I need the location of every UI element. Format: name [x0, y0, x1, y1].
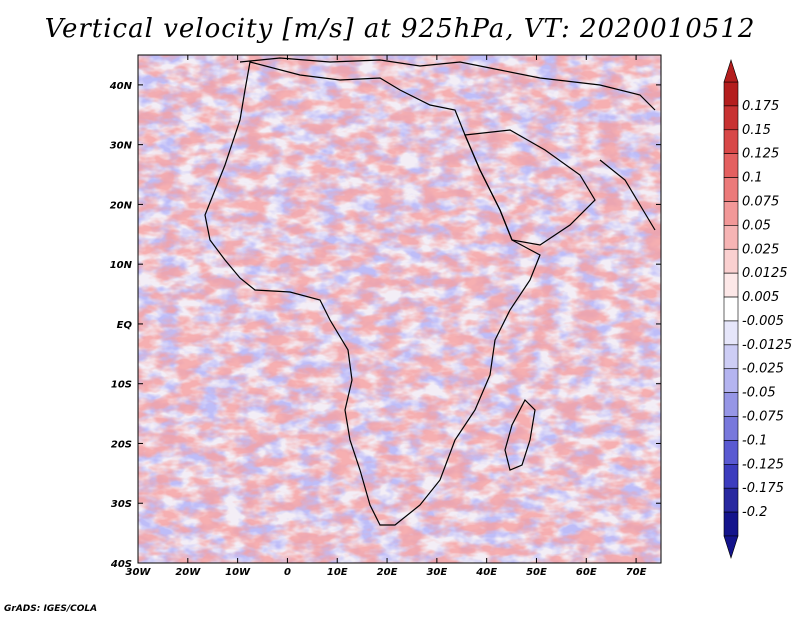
colorbar-swatch	[723, 440, 739, 465]
lat-tick-label: 20S	[111, 439, 132, 450]
colorbar-label: -0.05	[742, 386, 776, 401]
colorbar-swatch	[723, 153, 739, 178]
lat-tick-label: 40N	[109, 81, 133, 92]
colorbar-label: -0.0125	[742, 338, 792, 353]
lon-axis: 30W 20W 10W 0 10E 20E 30E 40E 50E 60E 70E	[126, 55, 647, 578]
colorbar-label: 0.1	[742, 171, 763, 186]
colorbar-label: -0.025	[742, 362, 784, 377]
colorbar-label: -0.125	[742, 457, 784, 472]
colorbar: 0.175 0.15 0.125 0.1 0.075 0.05 0.025 0.0125 0.0…	[723, 59, 792, 559]
chart-title: Vertical velocity [m/s] at 925hPa, VT: 2…	[44, 14, 756, 44]
colorbar-label: 0.175	[742, 99, 779, 114]
lat-tick-label: 10S	[111, 380, 132, 391]
colorbar-label: -0.2	[742, 505, 767, 520]
lat-tick-label: 20N	[110, 200, 133, 211]
lat-axis: 40N 30N 20N 10N EQ 10S 20S 30S 40S	[109, 81, 661, 570]
grads-credit: GrADS: IGES/COLA	[4, 604, 98, 614]
lon-tick-label: 10E	[327, 567, 348, 578]
africa-coastline	[204, 61, 541, 526]
colorbar-label: -0.1	[742, 433, 767, 448]
colorbar-label: -0.175	[742, 481, 784, 496]
lon-tick-label: 40E	[475, 567, 497, 578]
colorbar-label: 0.025	[742, 242, 779, 257]
colorbar-label: -0.075	[742, 410, 784, 425]
colorbar-label: 0.125	[742, 147, 779, 162]
colorbar-bottom-arrow	[723, 535, 739, 559]
map-frame	[137, 54, 662, 564]
arabia-coastline	[464, 129, 596, 246]
colorbar-label: 0.075	[742, 194, 779, 209]
colorbar-swatch	[723, 320, 739, 346]
colorbar-swatch	[723, 368, 739, 393]
colorbar-label: 0.05	[742, 218, 771, 233]
colorbar-swatch	[723, 201, 739, 226]
colorbar-label: 0.005	[742, 290, 779, 305]
lon-tick-label: 20W	[175, 567, 201, 578]
lat-tick-label: 30S	[111, 499, 132, 510]
europe-coastline	[239, 57, 656, 111]
colorbar-swatch	[723, 416, 739, 441]
lat-tick-label: EQ	[117, 320, 133, 331]
lat-tick-label: 40S	[110, 559, 132, 570]
colorbar-swatch	[723, 272, 739, 298]
lon-tick-label: 60E	[576, 567, 597, 578]
colorbar-swatch	[723, 248, 739, 274]
velocity-field	[138, 55, 661, 563]
lon-tick-label: 20E	[377, 567, 398, 578]
colorbar-swatch	[723, 511, 739, 537]
colorbar-label: -0.005	[742, 314, 784, 329]
coastlines	[204, 57, 656, 526]
colorbar-swatch	[723, 81, 739, 107]
colorbar-swatch	[723, 392, 739, 417]
lon-tick-label: 30E	[426, 567, 447, 578]
colorbar-swatch	[723, 129, 739, 154]
lat-tick-label: 30N	[110, 141, 133, 152]
colorbar-swatch	[723, 464, 739, 489]
colorbar-label: 0.15	[742, 123, 771, 138]
colorbar-swatch	[723, 105, 739, 131]
colorbar-swatch	[723, 487, 739, 513]
colorbar-swatch	[723, 296, 739, 322]
colorbar-swatch	[723, 177, 739, 202]
madagascar-coastline	[504, 398, 536, 471]
colorbar-top-arrow	[723, 59, 739, 83]
colorbar-label: 0.0125	[742, 266, 788, 281]
lat-tick-label: 10N	[110, 260, 133, 271]
lon-tick-label: 30W	[126, 567, 152, 578]
lon-tick-label: 50E	[526, 567, 547, 578]
colorbar-swatch	[723, 225, 739, 250]
lon-tick-label: 0	[284, 567, 291, 578]
india-coastline	[599, 159, 656, 231]
colorbar-swatch	[723, 344, 739, 370]
lon-tick-label: 10W	[225, 567, 251, 578]
lon-tick-label: 70E	[626, 567, 647, 578]
